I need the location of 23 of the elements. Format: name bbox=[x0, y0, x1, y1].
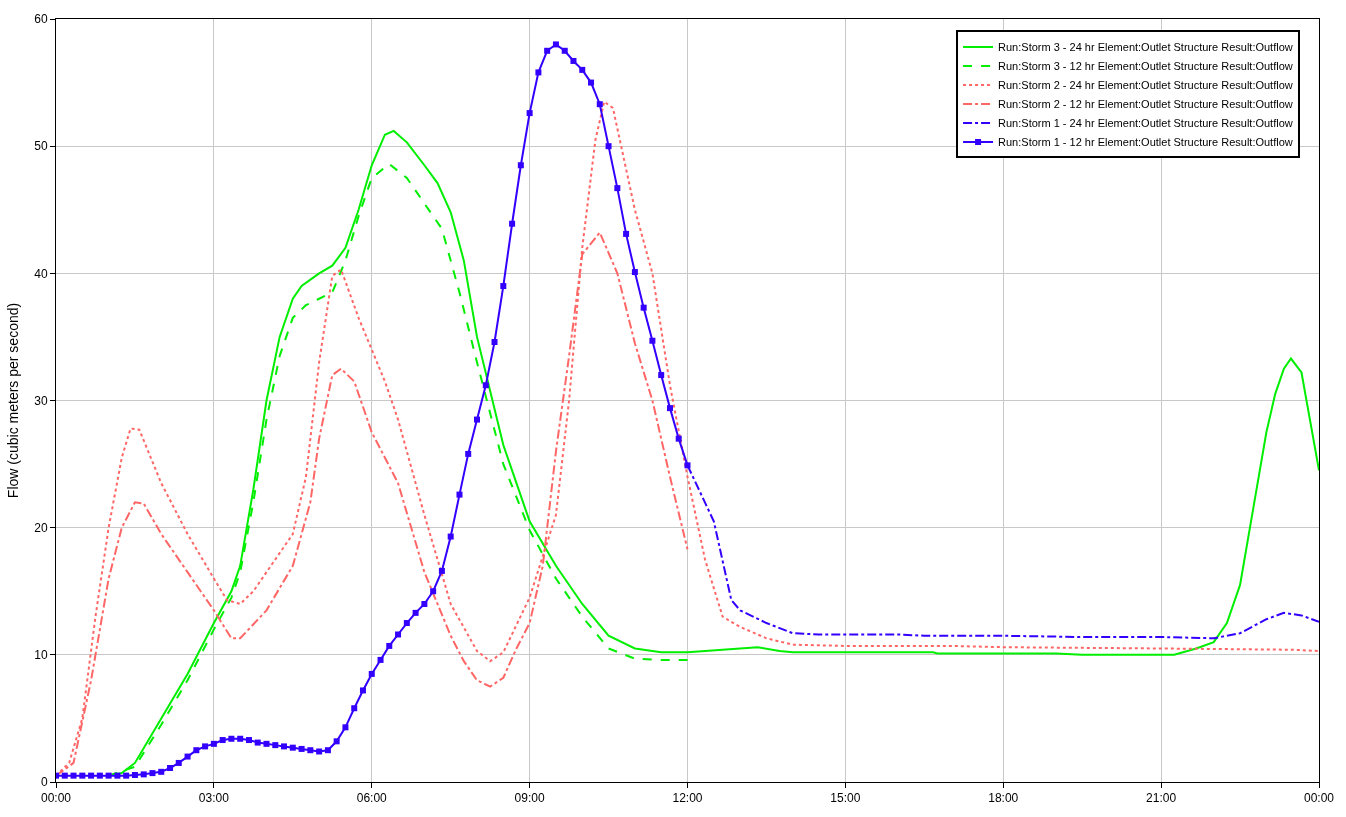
legend-label: Run:Storm 1 - 12 hr Element:Outlet Structure Result:Outflow bbox=[998, 136, 1293, 149]
legend-label: Run:Storm 2 - 24 hr Element:Outlet Structure Result:Outflow bbox=[998, 79, 1293, 92]
y-tick-label: 40 bbox=[34, 266, 48, 281]
legend-label: Run:Storm 1 - 24 hr Element:Outlet Structure Result:Outflow bbox=[998, 117, 1293, 130]
y-tick-label: 60 bbox=[34, 12, 48, 27]
x-tick-label: 00:00 bbox=[40, 791, 72, 806]
x-tick-label: 03:00 bbox=[198, 791, 230, 806]
x-tick-label: 21:00 bbox=[1146, 791, 1177, 806]
legend-label: Run:Storm 2 - 12 hr Element:Outlet Structure Result:Outflow bbox=[998, 98, 1293, 111]
x-tick-label: 12:00 bbox=[672, 791, 703, 806]
x-tick-label: 09:00 bbox=[514, 791, 545, 806]
y-axis-title: Flow (cubic meters per second) bbox=[4, 302, 21, 499]
y-tick-label: 50 bbox=[34, 139, 48, 154]
legend-label: Run:Storm 3 - 24 hr Element:Outlet Structure Result:Outflow bbox=[998, 41, 1293, 54]
y-tick-label: 10 bbox=[34, 648, 48, 663]
x-tick-label: 18:00 bbox=[988, 791, 1019, 806]
x-tick-label: 00:00 bbox=[1303, 791, 1335, 806]
y-tick-label: 20 bbox=[34, 520, 48, 535]
y-tick-label: 0 bbox=[40, 775, 48, 790]
x-tick-label: 06:00 bbox=[356, 791, 388, 806]
y-tick-label: 30 bbox=[34, 393, 48, 408]
x-tick-label: 15:00 bbox=[830, 791, 861, 806]
legend-label: Run:Storm 3 - 12 hr Element:Outlet Structure Result:Outflow bbox=[998, 60, 1293, 73]
